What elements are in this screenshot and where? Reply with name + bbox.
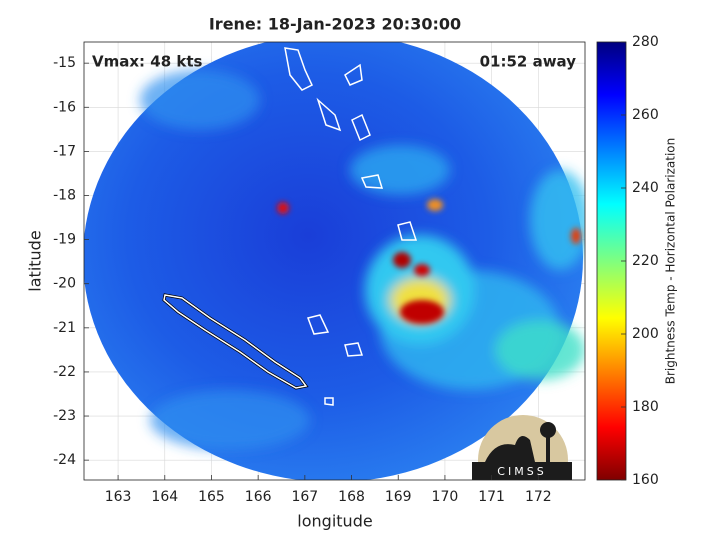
y-tick-label: -17 [53,143,76,159]
x-tick-label: 172 [525,489,552,505]
y-tick-label: -15 [53,55,76,71]
satellite-image: CIMSS [84,42,585,480]
colorbar-tick-label: 160 [632,472,659,488]
colorbar-label: Brightness Temp - Horizontal Polarizatio… [664,138,678,385]
logo-text: CIMSS [497,465,546,478]
colorbar-tick-label: 180 [632,399,659,415]
annotation: 01:52 away [480,53,577,71]
x-tick-label: 164 [151,489,178,505]
x-axis-label: longitude [297,512,372,531]
colorbar-tick-label: 220 [632,253,659,269]
x-tick-label: 163 [105,489,132,505]
plot-frame [83,41,586,481]
x-tick-label: 171 [478,489,505,505]
colorbar-tick-label: 200 [632,326,659,342]
y-tick-label: -19 [53,232,76,248]
x-tick-label: 169 [385,489,412,505]
logo: CIMSS [472,415,572,480]
y-tick-label: -21 [53,320,76,336]
colorbar-tick-label: 260 [632,107,659,123]
y-tick-label: -20 [53,276,76,292]
y-tick-label: -18 [53,187,76,203]
y-tick-label: -16 [53,99,76,115]
y-tick-label: -22 [53,364,76,380]
chart-title: Irene: 18-Jan-2023 20:30:00 [209,15,461,34]
x-tick-label: 170 [432,489,459,505]
x-tick-label: 167 [291,489,318,505]
x-tick-label: 165 [198,489,225,505]
y-tick-label: -24 [53,452,76,468]
annotation: Vmax: 48 kts [92,53,202,71]
colorbar-tick-label: 280 [632,34,659,50]
y-tick-label: -23 [53,408,76,424]
colorbar-tick-label: 240 [632,180,659,196]
x-tick-label: 166 [245,489,272,505]
y-axis-label: latitude [26,230,45,291]
x-tick-label: 168 [338,489,365,505]
